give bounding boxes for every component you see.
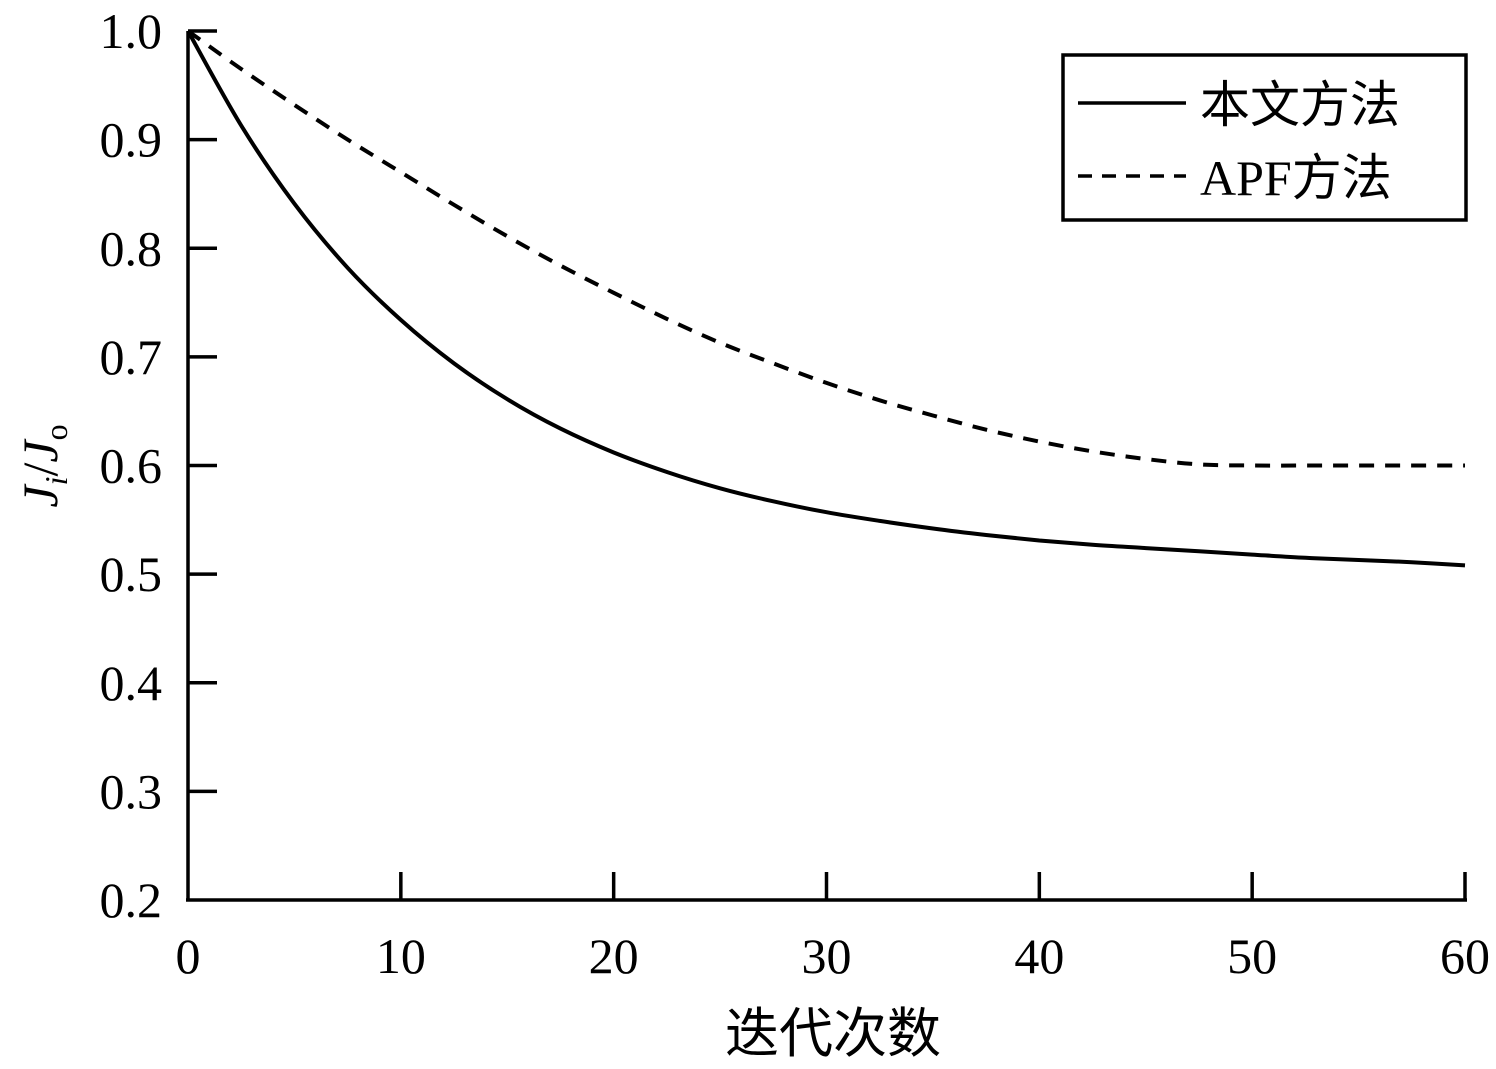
y-tick-label: 0.6 [100, 438, 163, 494]
legend-box [1061, 53, 1468, 222]
x-tick-label: 40 [1014, 928, 1064, 984]
series-layer [186, 29, 1466, 568]
y-tick-label: 0.3 [100, 763, 163, 819]
y-tick-label: 0.9 [100, 112, 163, 168]
y-ticks: 0.2 0.3 0.4 0.5 0.6 0.7 0.8 0.9 1.0 [100, 3, 217, 928]
x-tick-label: 50 [1227, 928, 1277, 984]
legend-label-series-2: APF方法 [1200, 150, 1392, 206]
x-axis-title: 迭代次数 [725, 1004, 941, 1064]
y-tick-label: 0.2 [100, 872, 163, 928]
series-line-1 [186, 30, 1466, 568]
y-tick-label: 1.0 [100, 3, 163, 59]
y-tick-label: 0.8 [100, 220, 163, 276]
x-tick-label: 20 [589, 928, 639, 984]
y-axis-title-main2: J [12, 438, 68, 463]
y-axis-title: Ji/Jo [12, 424, 74, 507]
x-tick-label: 60 [1440, 928, 1490, 984]
y-axis-title-slash: / [12, 463, 68, 477]
y-axis-title-sub2: o [38, 424, 74, 440]
x-tick-label: 0 [176, 928, 201, 984]
x-ticks: 0 10 20 30 40 50 60 [176, 872, 1490, 984]
legend: 本文方法 APF方法 [1061, 53, 1468, 222]
series-line-2 [186, 29, 1465, 468]
x-tick-label: 10 [376, 928, 426, 984]
y-tick-label: 0.7 [100, 329, 163, 385]
y-tick-label: 0.4 [100, 655, 163, 711]
y-tick-label: 0.5 [100, 546, 163, 602]
legend-label-series-1: 本文方法 [1200, 77, 1400, 133]
y-axis-title-main1: J [12, 483, 68, 508]
y-axis-title-sub1: i [38, 477, 74, 486]
x-tick-label: 30 [802, 928, 852, 984]
